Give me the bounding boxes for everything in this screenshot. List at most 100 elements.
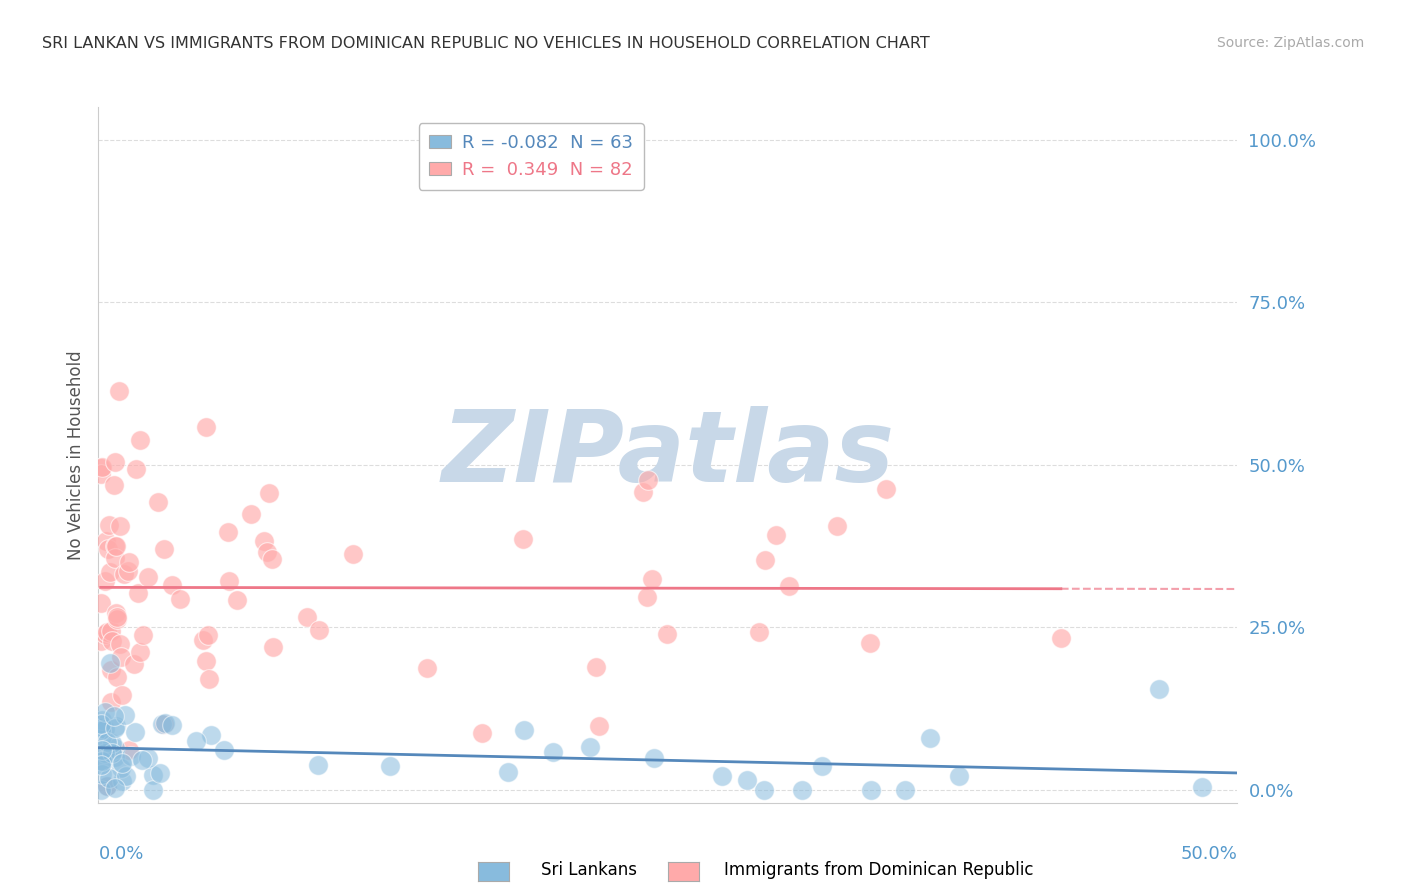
Point <box>118 555 141 569</box>
Point <box>260 552 283 566</box>
Text: Immigrants from Dominican Republic: Immigrants from Dominican Republic <box>724 861 1033 879</box>
Point <box>754 782 776 797</box>
Point <box>91 755 114 769</box>
Point <box>90 460 112 475</box>
Point <box>93 705 115 719</box>
Point <box>378 758 401 772</box>
Point <box>96 779 118 793</box>
Point <box>512 723 534 737</box>
Point <box>91 713 114 727</box>
Point <box>104 721 127 735</box>
Point <box>498 765 520 780</box>
Point <box>1191 780 1213 794</box>
Point <box>148 495 170 509</box>
Point <box>194 654 217 668</box>
Point <box>98 565 121 579</box>
Point <box>200 728 222 742</box>
Text: ZIPatlas: ZIPatlas <box>441 407 894 503</box>
Point <box>122 657 145 672</box>
Point <box>108 637 131 651</box>
Point <box>253 533 276 548</box>
Point <box>197 673 219 687</box>
Point <box>90 723 112 738</box>
Point <box>1050 631 1073 645</box>
Point <box>104 539 127 553</box>
Point <box>91 754 114 768</box>
Point <box>97 518 120 533</box>
Point <box>541 745 564 759</box>
Point <box>184 733 207 747</box>
Point <box>93 746 115 760</box>
Point <box>295 609 318 624</box>
Legend: R = -0.082  N = 63, R =  0.349  N = 82: R = -0.082 N = 63, R = 0.349 N = 82 <box>419 123 644 190</box>
Point <box>153 715 176 730</box>
Point <box>111 688 134 702</box>
Point <box>765 527 787 541</box>
Point <box>90 467 112 481</box>
Point <box>128 433 150 447</box>
Point <box>90 634 112 648</box>
Point <box>107 609 129 624</box>
Point <box>894 782 917 797</box>
Point <box>195 420 218 434</box>
Point <box>97 541 120 556</box>
Point <box>136 750 159 764</box>
Point <box>94 723 117 737</box>
Y-axis label: No Vehicles in Household: No Vehicles in Household <box>66 350 84 560</box>
Point <box>637 591 659 605</box>
Point <box>160 718 183 732</box>
Point <box>585 659 607 673</box>
Point <box>136 570 159 584</box>
Point <box>153 717 176 731</box>
Point <box>225 593 247 607</box>
Point <box>643 750 665 764</box>
Point <box>108 519 131 533</box>
Text: 0.0%: 0.0% <box>98 845 143 863</box>
Point <box>105 670 128 684</box>
Point <box>90 782 112 797</box>
Point <box>90 743 112 757</box>
Point <box>94 574 117 588</box>
Point <box>754 553 776 567</box>
Point <box>257 486 280 500</box>
Point <box>471 725 494 739</box>
Point <box>127 585 149 599</box>
Point <box>132 628 155 642</box>
Point <box>110 761 132 775</box>
Point <box>262 640 284 654</box>
Point <box>735 772 758 787</box>
Point <box>342 547 364 561</box>
Point <box>101 736 124 750</box>
Point <box>197 628 219 642</box>
Point <box>103 478 125 492</box>
Point <box>104 455 127 469</box>
Text: SRI LANKAN VS IMMIGRANTS FROM DOMINICAN REPUBLIC NO VEHICLES IN HOUSEHOLD CORREL: SRI LANKAN VS IMMIGRANTS FROM DOMINICAN … <box>42 36 929 51</box>
Point <box>104 551 127 566</box>
Point <box>103 708 125 723</box>
Point <box>104 781 127 796</box>
Point <box>811 759 834 773</box>
Point <box>100 663 122 677</box>
Point <box>748 624 770 639</box>
Point <box>588 719 610 733</box>
Point <box>240 507 263 521</box>
Point <box>655 627 678 641</box>
Point <box>307 757 329 772</box>
Text: Sri Lankans: Sri Lankans <box>541 861 637 879</box>
Point <box>256 545 278 559</box>
Point <box>131 753 153 767</box>
Point <box>308 624 330 638</box>
Point <box>90 721 112 735</box>
Point <box>218 574 240 588</box>
Point <box>90 757 112 772</box>
Point <box>104 740 127 755</box>
Point <box>142 768 165 782</box>
Point <box>160 578 183 592</box>
Text: 50.0%: 50.0% <box>1181 845 1237 863</box>
Point <box>112 566 135 581</box>
Point <box>631 485 654 500</box>
Point <box>212 743 235 757</box>
Point <box>110 649 132 664</box>
Text: Source: ZipAtlas.com: Source: ZipAtlas.com <box>1216 36 1364 50</box>
Point <box>90 596 112 610</box>
